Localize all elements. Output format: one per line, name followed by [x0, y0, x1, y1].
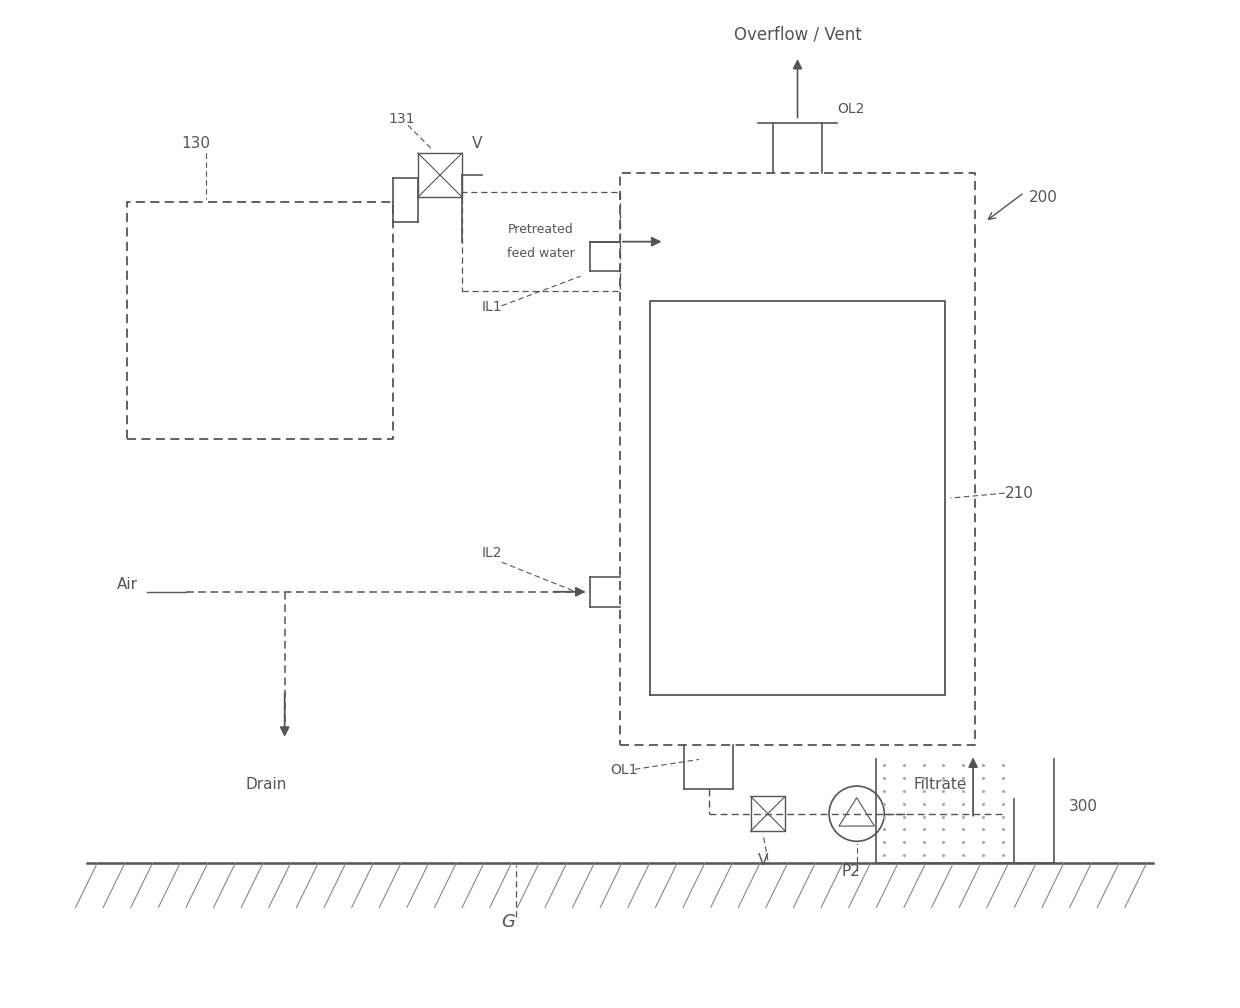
Text: Air: Air [117, 577, 138, 592]
Text: Overflow / Vent: Overflow / Vent [734, 25, 862, 43]
Text: OL1: OL1 [610, 763, 637, 777]
Text: 131: 131 [388, 112, 414, 126]
Text: P2: P2 [842, 864, 861, 879]
Text: 130: 130 [181, 136, 211, 151]
Text: G: G [502, 913, 516, 931]
Text: IL1: IL1 [482, 299, 502, 313]
Text: IL2: IL2 [482, 546, 502, 560]
Text: Filtrate: Filtrate [914, 777, 967, 792]
Text: V: V [758, 854, 769, 869]
Text: Drain: Drain [246, 777, 286, 792]
Text: feed water: feed water [507, 247, 575, 260]
Text: 210: 210 [1004, 486, 1033, 501]
Text: Pretreated: Pretreated [508, 224, 574, 236]
Text: OL2: OL2 [837, 103, 864, 117]
Text: 300: 300 [1069, 799, 1097, 814]
Text: V: V [472, 136, 482, 151]
Text: 200: 200 [1029, 191, 1058, 206]
